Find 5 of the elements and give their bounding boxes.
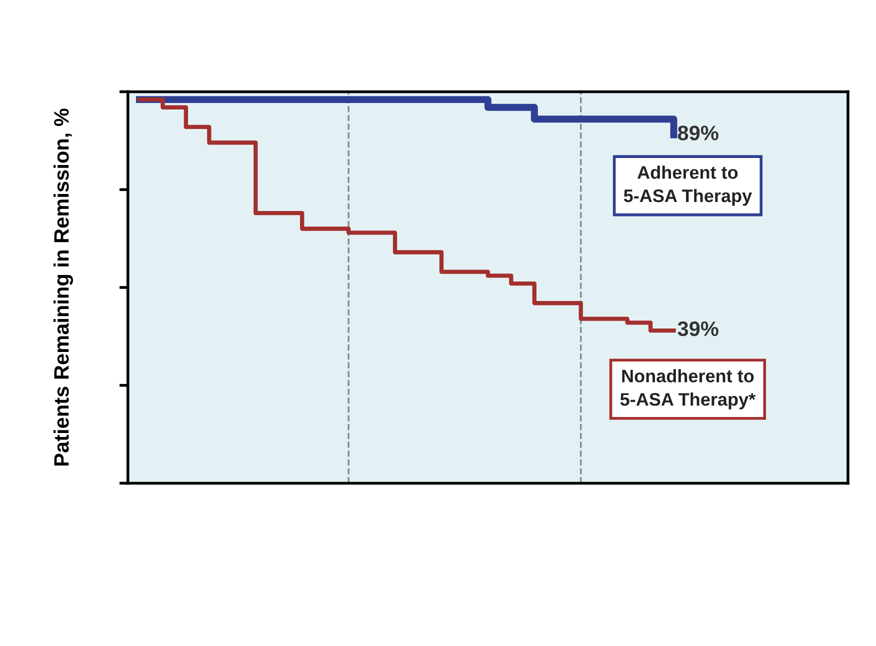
data-label: 89% [678, 126, 718, 140]
text: Nonadherent to 5-ASA Therapy* [620, 369, 756, 410]
data-label: 39% [678, 321, 718, 336]
y-axis-title: Patients Remaining in Remission, % [54, 108, 74, 466]
text: Adherent to 5-ASA Therapy [624, 166, 752, 206]
